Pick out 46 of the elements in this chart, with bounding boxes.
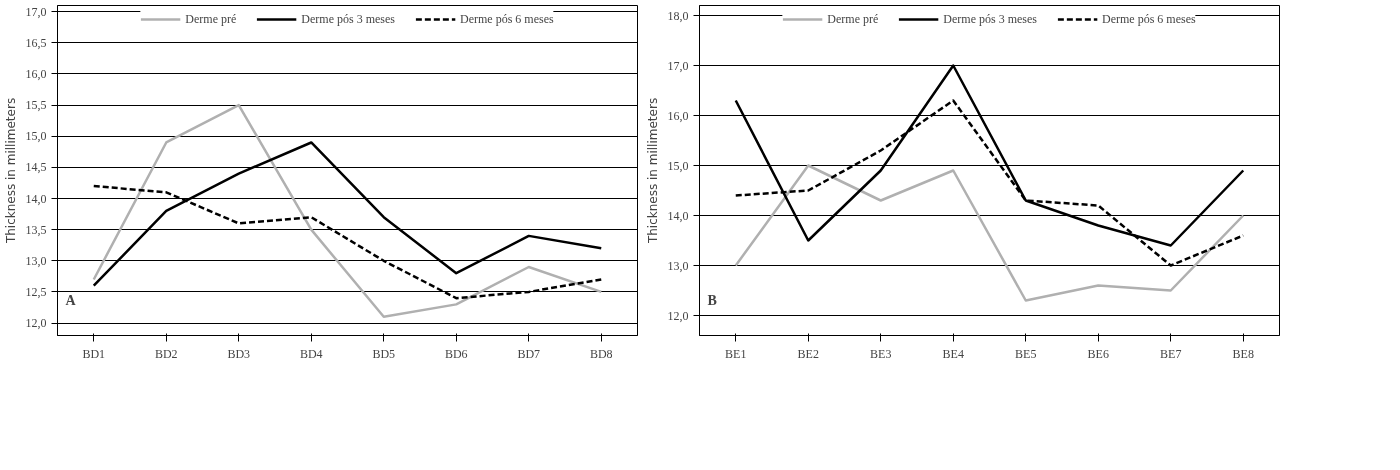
x-tick-label: BD5 (372, 346, 396, 361)
y-tick-label: 13,0 (667, 258, 689, 273)
x-tick-label: BE6 (1087, 346, 1109, 361)
legend-label: Derme pré (185, 11, 237, 27)
legend-label: Derme pré (827, 11, 879, 27)
y-tick-label: 18,0 (667, 8, 689, 23)
x-tick-label: BD4 (299, 346, 323, 361)
y-tick-label: 14,5 (25, 160, 47, 175)
legend-label: Derme pós 6 meses (1101, 11, 1196, 27)
x-tick-label: BE5 (1015, 346, 1037, 361)
x-tick-label: BD7 (517, 346, 541, 361)
y-tick-label: 15,0 (667, 158, 689, 173)
line-series (92, 103, 603, 319)
y-tick-label: 16,5 (25, 35, 47, 50)
x-tick-label: BE4 (942, 346, 964, 361)
annotation: A (65, 292, 77, 308)
legend-label: Derme pós 6 meses (459, 11, 554, 27)
y-axis-title: Thickness in millimeters (3, 97, 18, 245)
y-tick-label: 16,0 (25, 66, 47, 81)
x-tick-label: BE3 (870, 346, 892, 361)
line-series (734, 164, 1245, 302)
y-tick-label: 14,0 (667, 208, 689, 223)
y-tick-label: 14,0 (25, 191, 47, 206)
x-tick-label: BD6 (444, 346, 468, 361)
y-tick-label: 15,5 (25, 98, 47, 113)
y-tick-label: 12,0 (25, 316, 47, 331)
y-tick-label: 12,5 (25, 284, 47, 299)
legend-label: Derme pós 3 meses (943, 11, 1037, 27)
y-tick-label: 13,5 (25, 222, 47, 237)
y-axis-title: Thickness in millimeters (645, 97, 660, 245)
x-tick-label: BD8 (589, 346, 613, 361)
y-tick-label: 16,0 (667, 108, 689, 123)
x-tick-label: BD2 (154, 346, 178, 361)
y-tick-label: 13,0 (25, 253, 47, 268)
annotation: B (707, 292, 717, 308)
y-tick-label: 15,0 (25, 129, 47, 144)
y-tick-label: 12,0 (667, 308, 689, 323)
x-tick-label: BD3 (227, 346, 251, 361)
x-tick-label: BE2 (797, 346, 819, 361)
legend-label: Derme pós 3 meses (301, 11, 395, 27)
x-tick-label: BE8 (1232, 346, 1254, 361)
x-tick-label: BE7 (1160, 346, 1182, 361)
x-tick-label: BD1 (82, 346, 106, 361)
y-tick-label: 17,0 (667, 58, 689, 73)
x-tick-label: BE1 (725, 346, 747, 361)
y-tick-label: 17,0 (25, 4, 47, 19)
